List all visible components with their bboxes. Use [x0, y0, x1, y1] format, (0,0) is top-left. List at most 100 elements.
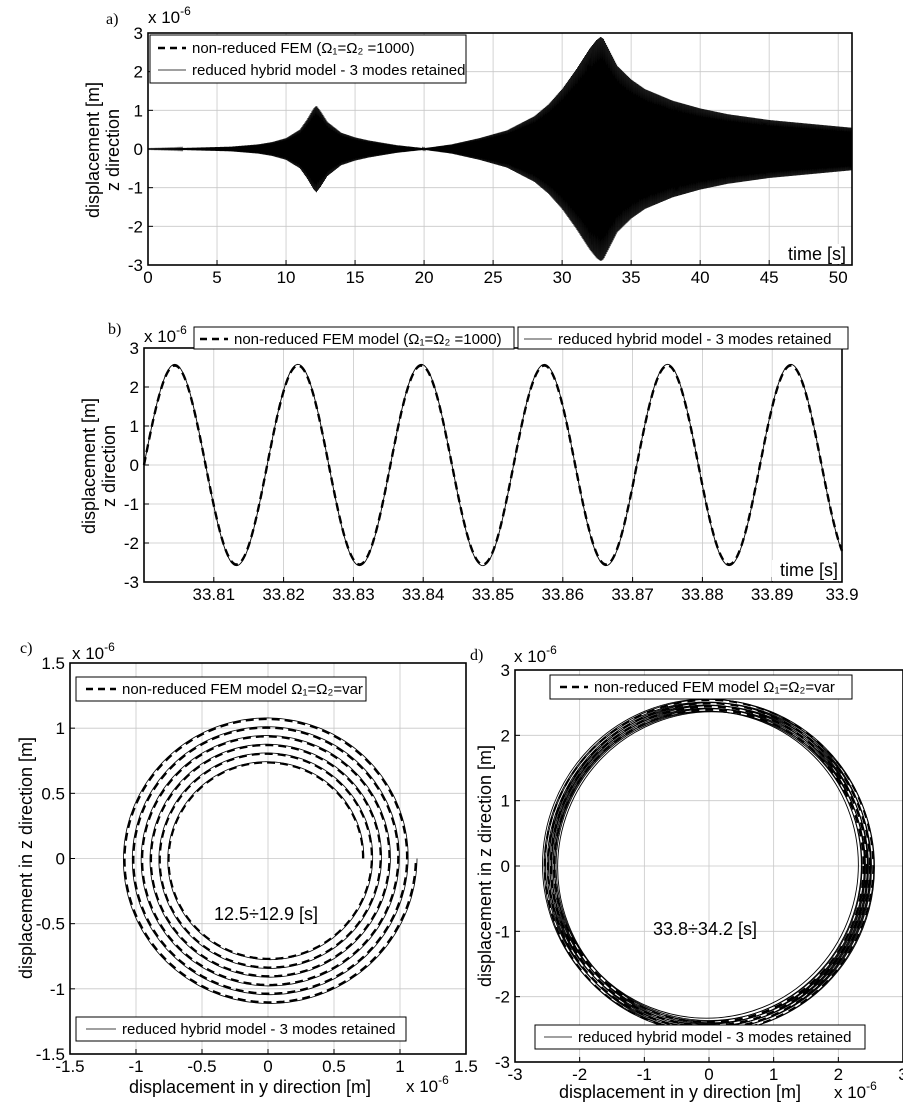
x-tick-label: 33.89: [751, 585, 794, 604]
x-axis-title-bg: [776, 244, 850, 264]
x-tick-label: 30: [553, 268, 572, 287]
x-tick-label: 33.82: [262, 585, 305, 604]
panel-label: a): [106, 11, 118, 28]
x-tick-label: 1: [769, 1065, 778, 1084]
panel-2: -1.5 -1 -0.5 0 0.5 1 1.5 -1.5 -1 -0.5 0 0.5 1 1.5 12.5…: [16, 640, 478, 1097]
legend-entry-label: non-reduced FEM model (Ω₁=Ω₂ =1000): [234, 331, 502, 348]
x-axis-title: time [s]: [788, 244, 846, 264]
x-tick-labels: 33.81 33.82 33.83 33.84 33.85 33.86 33.87 33.88…: [193, 577, 859, 604]
legend-box: [75, 676, 367, 702]
y-scale-factor-exp: -6: [180, 4, 191, 18]
y-tick-label: 1: [134, 101, 143, 120]
y-tick-label: 0: [134, 140, 143, 159]
y-tick-label: -2: [128, 217, 143, 236]
y-axis-title: displacement [m] z direction: [79, 398, 119, 534]
x-tick-label: 33.88: [681, 585, 724, 604]
legend-top: non-reduced FEM model Ω₁=Ω₂=var: [549, 674, 853, 700]
legend: non-reduced FEM (Ω₁=Ω₂ =1000) reduced hyb…: [149, 34, 467, 84]
y-tick-label: -3: [495, 1053, 510, 1072]
legend-bottom: reduced hybrid model - 3 modes retained: [75, 1016, 407, 1042]
x-tick-label: 33.84: [402, 585, 445, 604]
series-reduced-hybrid: [147, 37, 853, 261]
x-tick-label: 40: [691, 268, 710, 287]
legend-entry-label: non-reduced FEM model Ω₁=Ω₂=var: [594, 679, 835, 696]
y-tick-label: 2: [130, 378, 139, 397]
y-scale-factor-base: x 10: [72, 644, 104, 663]
panel-label: d): [470, 647, 483, 664]
y-tick-label: 1: [130, 417, 139, 436]
series-non-reduced-fem: [543, 699, 875, 1033]
x-tick-label: -0.5: [187, 1057, 216, 1076]
y-scale-factor: x 10-6: [514, 643, 557, 666]
time-range-annotation: 33.8÷34.2 [s]: [653, 919, 757, 939]
legend-entry-label: reduced hybrid model - 3 modes retained: [578, 1029, 852, 1046]
y-tick-label: 2: [501, 726, 510, 745]
gridlines: [144, 348, 842, 582]
y-tick-labels: -3 -2 -1 0 1 2 3: [495, 661, 520, 1072]
x-axis-title: displacement in y direction [m]: [129, 1077, 371, 1097]
x-tick-label: 33.86: [542, 585, 585, 604]
plot-frame: [514, 669, 903, 1063]
y-tick-label: 1: [56, 719, 65, 738]
y-tick-label: 3: [134, 24, 143, 43]
x-tick-label: 15: [346, 268, 365, 287]
y-scale-factor: x 10-6: [144, 323, 187, 346]
x-tick-label: 1.5: [454, 1057, 478, 1076]
legend-bottom: reduced hybrid model - 3 modes retained: [534, 1024, 866, 1050]
y-axis-title-text: displacement in z direction [m]: [475, 745, 495, 987]
legend-entry-label: non-reduced FEM (Ω₁=Ω₂ =1000): [192, 40, 415, 57]
panel-3: -3 -2 -1 0 1 2 3 -3 -2 -1 0 1 2 3 33.8÷34.2 [s] non-red…: [470, 643, 903, 1102]
x-tick-label: 20: [415, 268, 434, 287]
panel-1: 33.81 33.82 33.83 33.84 33.85 33.86 33.87 33.88…: [79, 321, 859, 604]
x-tick-label: 0.5: [322, 1057, 346, 1076]
legend-box: [549, 674, 853, 700]
y-scale-factor-base: x 10: [514, 647, 546, 666]
legend-box: [75, 1016, 407, 1042]
x-tick-label: 0: [704, 1065, 713, 1084]
x-tick-label: 33.87: [611, 585, 654, 604]
y-tick-label: 3: [130, 339, 139, 358]
x-tick-label: 0: [263, 1057, 272, 1076]
y-tick-label: 0: [501, 857, 510, 876]
y-scale-factor-base: x 10: [144, 327, 176, 346]
legend-entry-label: reduced hybrid model - 3 modes retained: [192, 62, 466, 79]
x-scale-factor-base: x 10: [406, 1077, 438, 1096]
x-tick-label: 10: [277, 268, 296, 287]
y-scale-factor-exp: -6: [546, 643, 557, 657]
legend-top: non-reduced FEM model Ω₁=Ω₂=var: [75, 676, 367, 702]
x-scale-factor: x 10-6: [406, 1073, 449, 1096]
x-axis-title: displacement in y direction [m]: [559, 1082, 801, 1102]
x-axis-title-group: time [s]: [776, 244, 850, 264]
x-tick-label: 2: [834, 1065, 843, 1084]
x-tick-label: 50: [829, 268, 848, 287]
y-tick-labels: -1.5 -1 -0.5 0 0.5 1 1.5: [36, 654, 75, 1064]
x-tick-label: -1: [637, 1065, 652, 1084]
gridlines: [515, 670, 903, 1062]
x-tick-labels: -3 -2 -1 0 1 2 3: [507, 1057, 903, 1084]
y-tick-label: -3: [128, 256, 143, 275]
y-axis-title-line1: displacement [m]: [79, 398, 99, 534]
panel-label: c): [20, 640, 32, 657]
y-axis-title: displacement in z direction [m]: [475, 745, 495, 987]
x-tick-label: -3: [507, 1065, 522, 1084]
y-scale-factor: x 10-6: [72, 640, 115, 663]
x-tick-label: 3: [898, 1065, 903, 1084]
x-tick-label: 33.81: [193, 585, 236, 604]
panel-label: b): [108, 321, 121, 338]
plot-frame: [69, 662, 467, 1055]
y-tick-labels: -3 -2 -1 0 1 2 3: [124, 339, 149, 592]
x-tick-label: -1.5: [55, 1057, 84, 1076]
y-tick-label: -1: [50, 980, 65, 999]
y-axis-title: displacement in z direction [m]: [16, 737, 36, 979]
x-tick-label: 33.9: [825, 585, 858, 604]
y-tick-label: 2: [134, 63, 143, 82]
x-tick-labels: 0 5 10 15 20 25 30 35 40 45 50: [143, 260, 848, 287]
y-tick-label: 1: [501, 792, 510, 811]
x-axis-title: time [s]: [780, 560, 838, 580]
x-tick-labels: -1.5 -1 -0.5 0 0.5 1 1.5: [55, 1049, 478, 1076]
x-axis-title-group: time [s]: [772, 560, 840, 581]
x-tick-label: 25: [484, 268, 503, 287]
y-tick-label: 0: [56, 850, 65, 869]
x-tick-label: 5: [212, 268, 221, 287]
